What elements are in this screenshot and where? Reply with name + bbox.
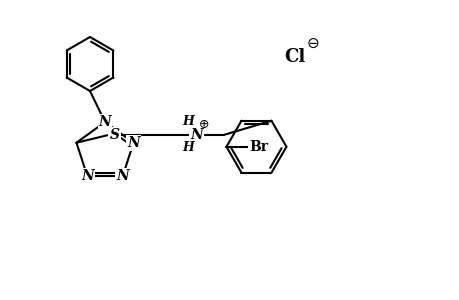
Text: H: H (182, 141, 194, 154)
Text: ⊕: ⊕ (199, 118, 209, 131)
Text: H: H (182, 115, 194, 128)
Text: Br: Br (248, 140, 268, 154)
Text: N: N (190, 128, 202, 142)
Text: Cl: Cl (284, 48, 305, 66)
Text: N: N (116, 169, 129, 183)
Text: ⊖: ⊖ (306, 35, 319, 50)
Text: N: N (127, 136, 140, 150)
Text: S: S (109, 128, 119, 142)
Text: N: N (81, 169, 94, 183)
Text: N: N (99, 115, 111, 129)
